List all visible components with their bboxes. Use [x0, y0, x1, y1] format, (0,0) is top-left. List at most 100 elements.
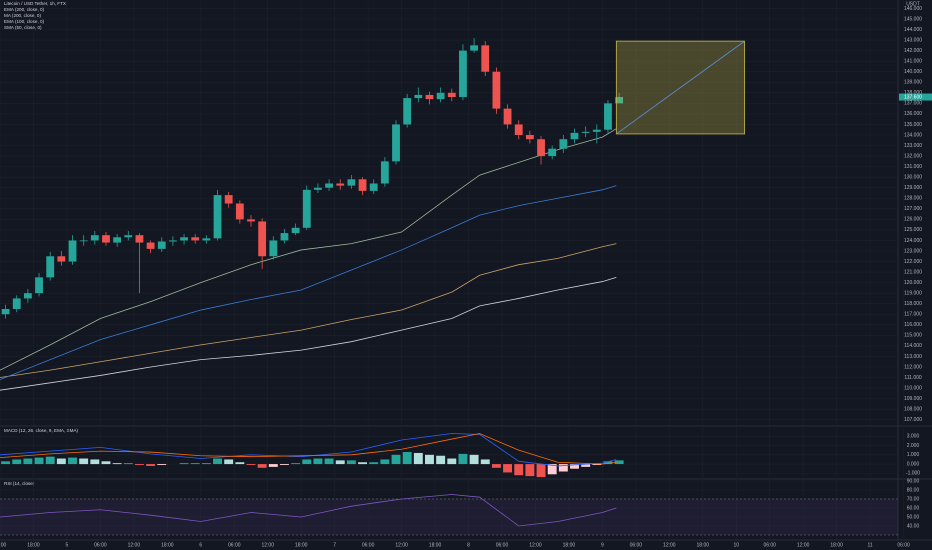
y-tick-label: 124.000 [904, 238, 922, 244]
y-tick-label: 80.00 [907, 487, 920, 493]
y-tick-label: 109.000 [904, 396, 922, 402]
macd-histogram-bar [291, 463, 301, 465]
macd-histogram-bar [402, 452, 412, 465]
candle-body [1, 308, 10, 315]
indicator-line [0, 433, 617, 467]
legend-entry: EMA (100, close, 0) [4, 19, 45, 24]
x-tick-label: 12:00 [529, 542, 542, 548]
candle-body [157, 241, 166, 249]
x-tick-label: 12:00 [395, 542, 408, 548]
macd-histogram-bar [246, 464, 256, 466]
candle-body [102, 235, 110, 243]
candle-body [302, 189, 311, 228]
macd-histogram-bar [268, 464, 278, 467]
candle-body [180, 237, 188, 241]
last-price-label: 137.600 [904, 94, 922, 100]
candle-body [224, 195, 233, 204]
y-tick-label: 128.000 [904, 196, 922, 202]
candle-body [247, 219, 255, 222]
y-tick-label: 123.000 [904, 248, 922, 254]
candle-body [347, 179, 356, 186]
y-tick-label: 140.000 [904, 69, 922, 75]
candle-body [79, 240, 88, 242]
macd-histogram-bar [45, 456, 55, 465]
candle-body [213, 195, 222, 239]
x-tick-label: 9 [601, 542, 604, 548]
candle-body [559, 139, 568, 149]
y-tick-label: -1.000 [906, 471, 920, 477]
macd-histogram-bar [391, 454, 401, 465]
candle-body [436, 92, 445, 100]
macd-histogram-bar [458, 453, 468, 465]
macd-histogram-bar [581, 464, 591, 467]
y-tick-label: 3.000 [907, 434, 920, 440]
macd-histogram-bar [570, 464, 579, 469]
x-tick-label: 7 [333, 542, 336, 548]
macd-histogram-bar [603, 461, 613, 465]
x-tick-label: 12:00 [0, 542, 6, 548]
y-tick-label: 120.000 [904, 280, 922, 286]
macd-histogram-bar [346, 460, 356, 465]
macd-histogram-bar [436, 455, 446, 465]
candle-body [46, 256, 55, 278]
y-tick-label: 142.000 [904, 48, 922, 54]
macd-histogram-bar [190, 463, 200, 465]
macd-histogram-bar [358, 462, 368, 465]
y-tick-label: 116.000 [904, 322, 922, 328]
y-tick-label: 122.000 [904, 259, 922, 265]
x-tick-label: 06:00 [228, 542, 241, 548]
candle-body [135, 235, 144, 243]
macd-histogram-bar [558, 464, 568, 472]
y-tick-label: 70.00 [907, 496, 920, 502]
candle-body [146, 242, 155, 249]
macd-histogram-bar [536, 464, 546, 478]
y-tick-label: 132.000 [904, 153, 922, 159]
x-tick-label: 06:00 [897, 542, 910, 548]
candle-body [425, 94, 434, 100]
macd-histogram-bar [79, 458, 89, 465]
y-tick-label: 107.000 [904, 417, 922, 423]
last-price-tag [899, 93, 932, 101]
y-tick-label: 145.000 [904, 16, 922, 22]
macd-histogram-bar [324, 458, 334, 465]
macd-histogram-bar [447, 458, 457, 465]
macd-histogram-bar [257, 464, 267, 468]
macd-histogram-bar [503, 464, 513, 473]
candle-body [369, 183, 378, 191]
candle-body [90, 235, 99, 241]
y-tick-label: 126.000 [904, 217, 922, 223]
macd-histogram-bar [547, 464, 557, 475]
y-tick-label: 136.000 [904, 111, 922, 117]
macd-histogram-bar [1, 461, 11, 465]
candle-body [470, 45, 479, 51]
y-tick-label: 137.000 [904, 101, 922, 107]
rsi-title: RSI (14, close) [4, 481, 35, 486]
indicator-line [0, 494, 617, 527]
candle-body [280, 233, 289, 241]
macd-histogram-bar [23, 458, 33, 465]
macd-histogram-bar [413, 452, 423, 465]
y-tick-label: 114.000 [904, 343, 922, 349]
y-tick-label: 113.000 [904, 354, 922, 360]
y-tick-label: 143.000 [904, 37, 922, 43]
x-tick-label: 06:00 [496, 542, 509, 548]
rsi-band [0, 498, 898, 535]
unit-label: USDT [906, 1, 920, 7]
macd-histogram-bar [56, 458, 66, 465]
x-tick-label: 10 [733, 542, 739, 548]
macd-histogram-bar [614, 460, 624, 465]
macd-histogram-bar [101, 461, 111, 465]
candle-body [35, 277, 43, 294]
macd-histogram-bar [34, 457, 44, 465]
macd-histogram-bar [123, 463, 133, 465]
y-tick-label: 118.000 [904, 301, 922, 307]
candle-body [570, 132, 579, 140]
candle-body [503, 108, 512, 125]
x-tick-label: 5 [66, 542, 69, 548]
y-tick-label: 112.000 [904, 364, 922, 370]
y-tick-label: 141.000 [904, 58, 922, 64]
candle-body [169, 240, 177, 242]
x-tick-label: 6 [199, 542, 202, 548]
y-tick-label: 110.000 [904, 385, 922, 391]
x-tick-label: 18:00 [161, 542, 174, 548]
